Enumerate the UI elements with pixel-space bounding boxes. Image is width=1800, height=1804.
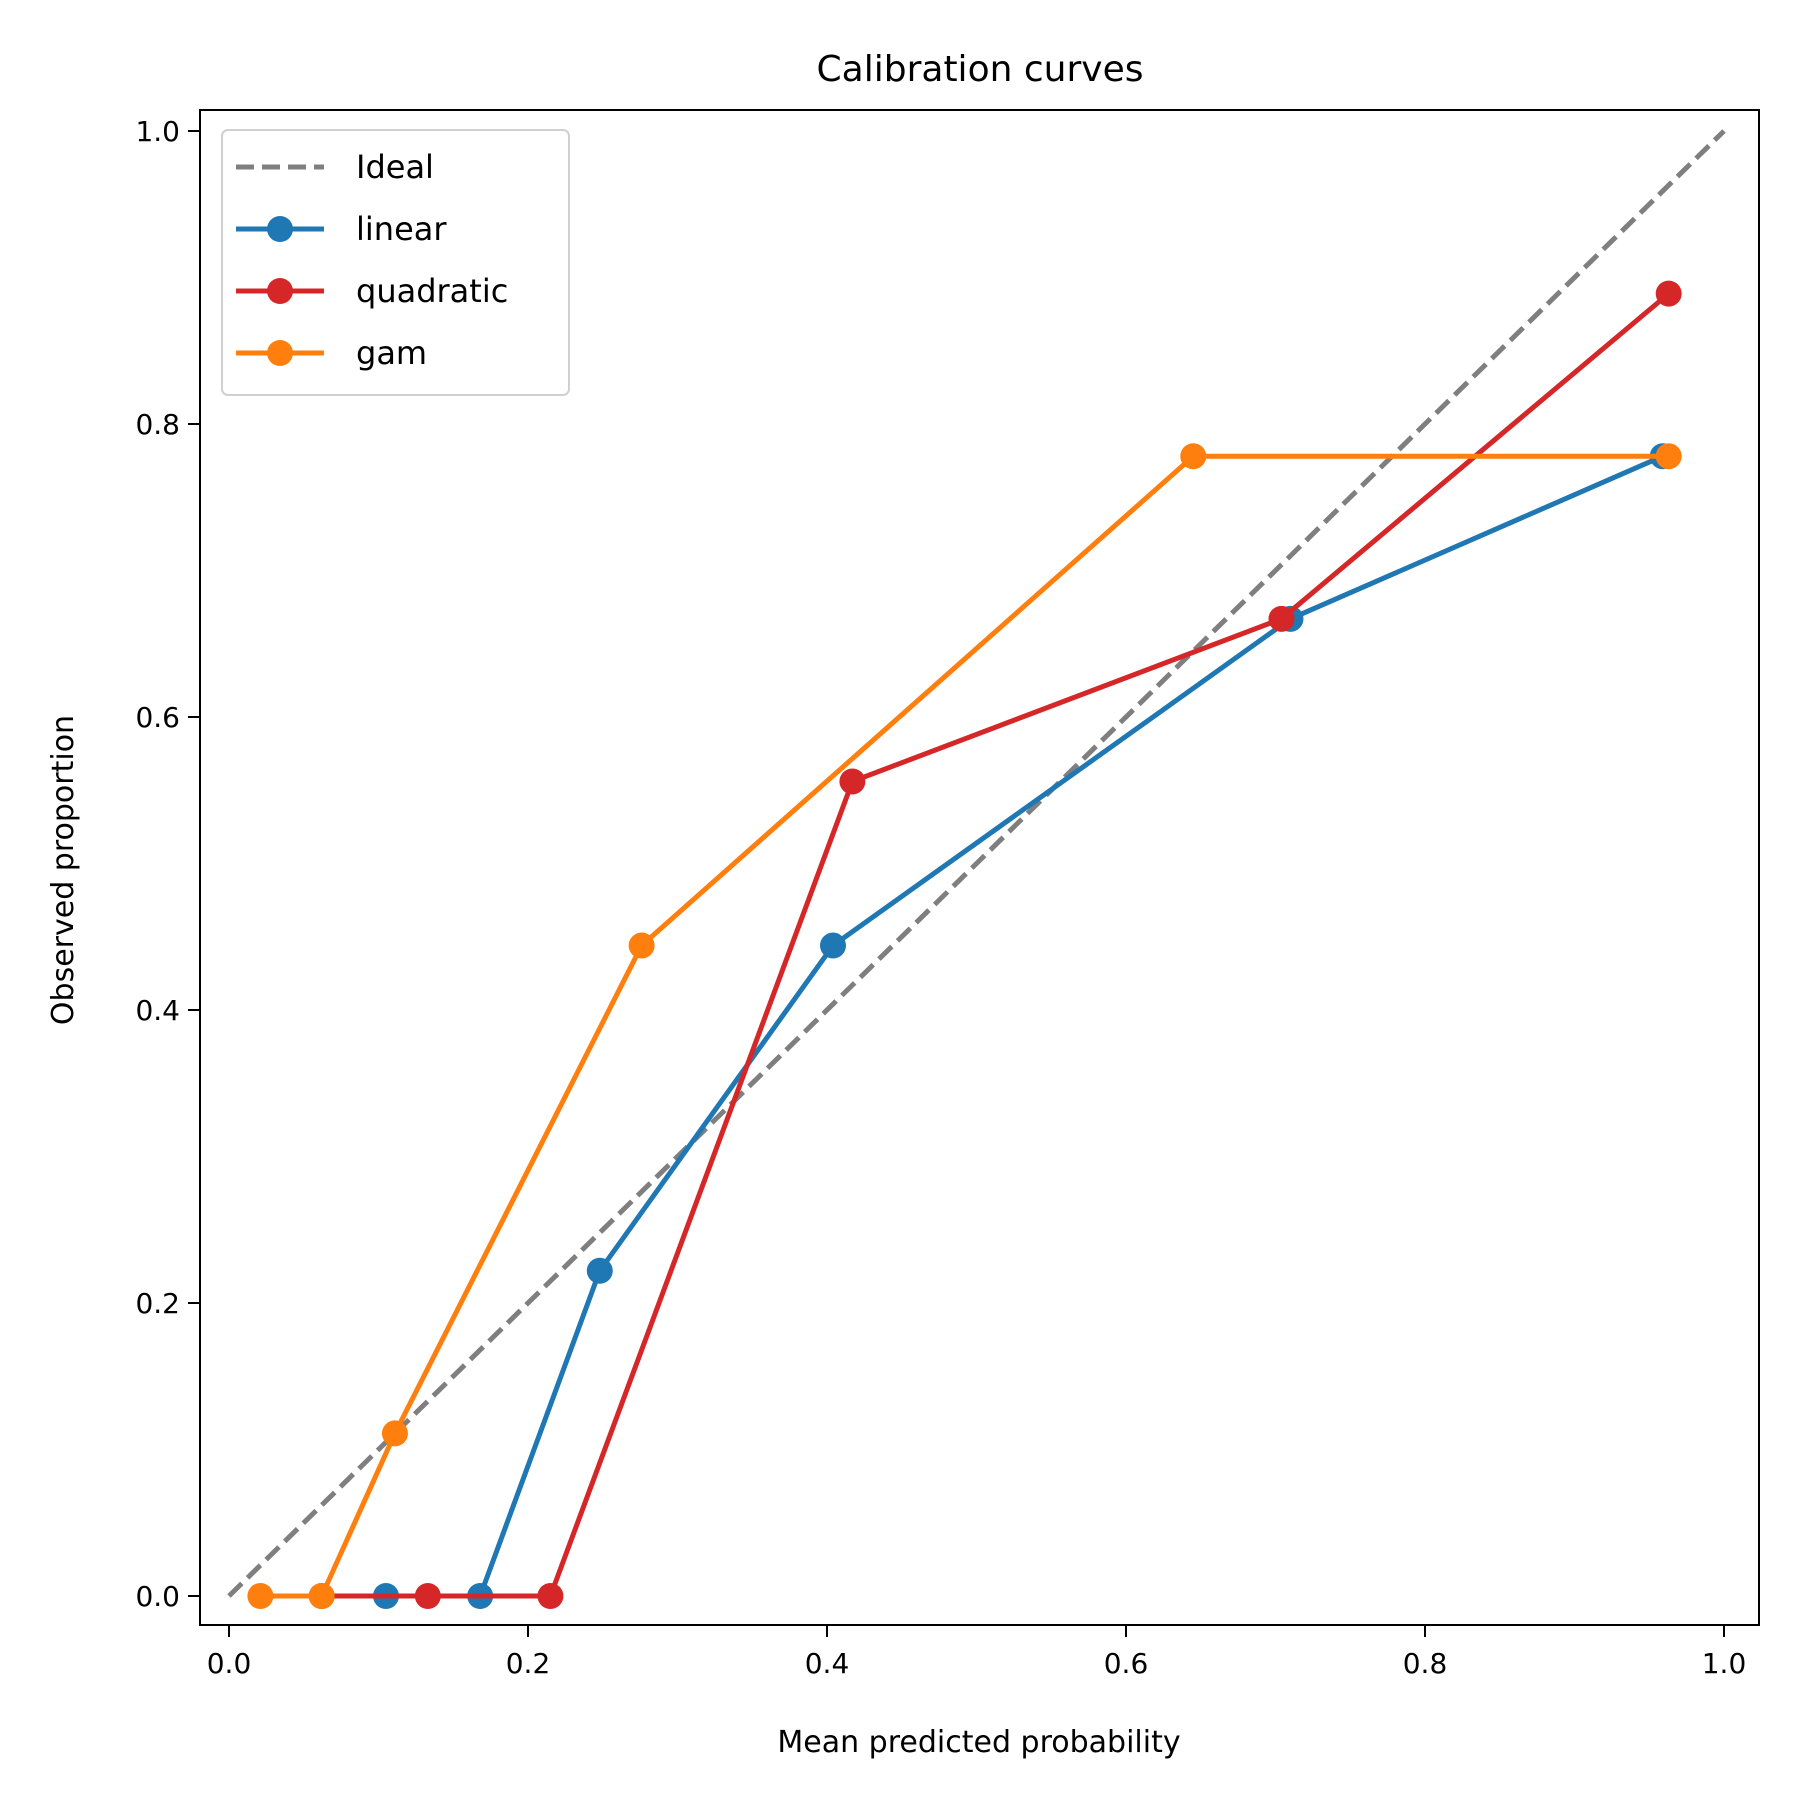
legend: Ideal linear quadratic gam xyxy=(221,129,570,396)
legend-marker xyxy=(267,216,293,242)
y-tick-label: 1.0 xyxy=(135,115,180,148)
x-axis: 0.0 0.2 0.4 0.6 0.8 1.0 xyxy=(207,1625,1747,1680)
y-tick-label: 0.6 xyxy=(135,701,180,734)
x-tick-label: 0.2 xyxy=(506,1647,551,1680)
legend-marker xyxy=(267,340,293,366)
x-tick-label: 1.0 xyxy=(1702,1647,1747,1680)
y-tick-label: 0.2 xyxy=(135,1287,180,1320)
x-tick-label: 0.8 xyxy=(1403,1647,1448,1680)
data-point-quadratic xyxy=(414,1583,441,1609)
data-point-gam xyxy=(1655,443,1682,470)
y-axis-label: Observed proportion xyxy=(46,715,81,1025)
y-axis: 0.0 0.2 0.4 0.6 0.8 1.0 xyxy=(135,115,200,1613)
x-tick-label: 0.0 xyxy=(207,1647,252,1680)
plot-area xyxy=(227,129,1726,1609)
legend-entry-Ideal: Ideal xyxy=(236,148,434,186)
legend-label: Ideal xyxy=(356,148,434,186)
legend-entry-gam: gam xyxy=(236,334,427,372)
series-line-linear xyxy=(385,453,1664,1599)
x-tick-label: 0.4 xyxy=(805,1647,850,1680)
chart-title: Calibration curves xyxy=(817,49,1144,90)
data-point-linear xyxy=(586,1257,613,1284)
series-line-gam xyxy=(260,453,1669,1599)
data-point-gam xyxy=(308,1583,335,1609)
series-Ideal xyxy=(227,129,1726,1598)
data-point-gam xyxy=(628,932,655,959)
legend-label: quadratic xyxy=(356,272,508,310)
y-tick-label: 0.8 xyxy=(135,408,180,441)
legend-entry-linear: linear xyxy=(236,210,447,248)
series-gam xyxy=(247,443,1682,1609)
legend-label: gam xyxy=(356,334,427,372)
data-point-quadratic xyxy=(1268,605,1295,632)
legend-box xyxy=(221,129,570,396)
y-tick-label: 0.4 xyxy=(135,994,180,1027)
data-point-gam xyxy=(1180,443,1207,470)
series-quadratic xyxy=(308,280,1682,1609)
data-point-quadratic xyxy=(839,768,866,795)
legend-entry-quadratic: quadratic xyxy=(236,272,508,310)
series-line-quadratic xyxy=(321,291,1671,1599)
series-linear xyxy=(372,443,1676,1609)
data-point-quadratic xyxy=(537,1583,564,1609)
x-tick-label: 0.6 xyxy=(1104,1647,1149,1680)
data-point-gam xyxy=(381,1420,408,1447)
legend-label: linear xyxy=(356,210,447,248)
x-axis-label: Mean predicted probability xyxy=(777,1725,1180,1760)
data-point-quadratic xyxy=(1655,280,1682,307)
data-point-linear xyxy=(819,932,846,959)
axes-frame xyxy=(199,109,1760,1626)
legend-marker xyxy=(267,278,293,304)
series-line-Ideal xyxy=(227,129,1726,1598)
data-point-gam xyxy=(247,1583,274,1609)
y-tick-label: 0.0 xyxy=(135,1580,180,1613)
